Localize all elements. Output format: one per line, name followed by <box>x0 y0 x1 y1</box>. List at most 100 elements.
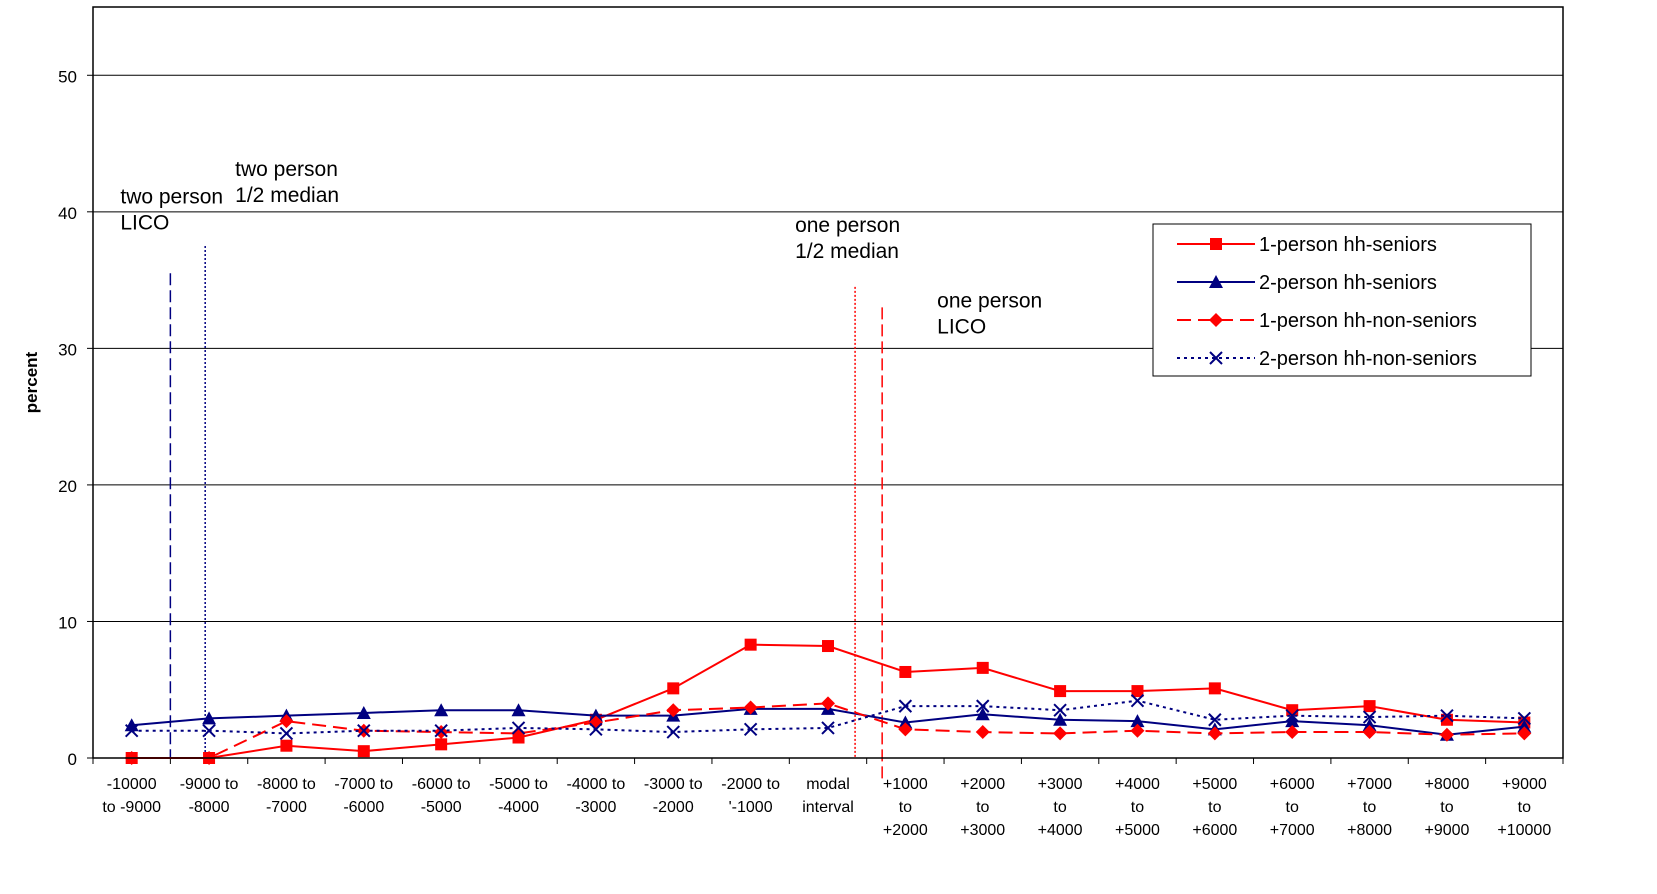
x-tick-label: -3000 to <box>644 776 703 793</box>
marker-triangle <box>356 705 371 719</box>
x-tick-label: -8000 <box>189 799 230 816</box>
x-tick-label: +9000 <box>1424 822 1469 839</box>
x-tick-label: interval <box>802 799 854 816</box>
marker-x <box>434 723 448 738</box>
marker-square <box>1363 700 1376 713</box>
marker-square <box>435 738 448 751</box>
marker-triangle <box>1130 714 1145 728</box>
marker-x <box>1362 710 1377 724</box>
marker-diamond <box>1285 725 1300 740</box>
marker-diamond <box>821 696 835 711</box>
x-tick-label: +3000 <box>960 822 1005 839</box>
x-tick-label: '-1000 <box>729 799 773 816</box>
marker-x <box>666 725 680 739</box>
x-tick-label: to <box>1440 799 1453 816</box>
y-tick-label: 10 <box>58 613 77 632</box>
marker-diamond <box>1439 727 1454 742</box>
marker-triangle <box>1285 714 1300 728</box>
y-tick-label: 0 <box>68 750 77 769</box>
legend: 1-person hh-seniors 2-person hh-seniors 1-… <box>1152 223 1532 377</box>
marker-x <box>743 722 758 737</box>
marker-diamond <box>1130 723 1145 738</box>
x-tick-label: to <box>1363 799 1376 816</box>
marker-triangle <box>898 715 913 729</box>
x-tick-label: +10000 <box>1497 822 1551 839</box>
marker-square <box>744 638 757 651</box>
x-tick-label: -2000 <box>653 799 694 816</box>
x-tick-label: to <box>1286 799 1299 816</box>
x-axis: -10000 to -9000 -9000 to -8000 -8000 to -7000… <box>92 758 1564 839</box>
x-tick-label: modal <box>806 776 850 793</box>
x-tick-label: +8000 <box>1347 822 1392 839</box>
marker-x <box>1209 351 1223 365</box>
x-tick-label: to <box>1053 799 1066 816</box>
x-tick-label: -4000 <box>498 799 539 816</box>
x-tick-label: +7000 <box>1347 776 1392 793</box>
marker-x <box>1053 703 1067 717</box>
annotation-label: one person <box>937 289 1042 312</box>
x-tick-label: -9000 to <box>180 776 239 793</box>
annotation-label: two person <box>235 158 338 181</box>
marker-x <box>279 726 294 741</box>
marker-square <box>357 745 370 758</box>
marker-x <box>1440 708 1454 723</box>
marker-x <box>1208 713 1222 727</box>
legend-label: 2-person hh-seniors <box>1259 272 1437 294</box>
marker-x <box>898 699 913 713</box>
x-tick-label: +9000 <box>1502 776 1547 793</box>
marker-square <box>976 661 989 674</box>
marker-x <box>589 722 603 737</box>
y-tick-label: 20 <box>58 477 77 496</box>
marker-x <box>1130 693 1145 708</box>
x-tick-label: +6000 <box>1270 776 1315 793</box>
annotation-label: one person <box>795 214 900 237</box>
x-tick-label: +5000 <box>1115 822 1160 839</box>
annotation-label: LICO <box>120 211 169 234</box>
x-tick-label: +8000 <box>1424 776 1469 793</box>
marker-x <box>124 723 139 738</box>
legend-label: 1-person hh-seniors <box>1259 234 1437 256</box>
marker-diamond <box>1517 726 1532 741</box>
annotations: two person LICO two person 1/2 median one pe… <box>120 158 1042 783</box>
x-tick-label: -7000 <box>266 799 307 816</box>
marker-diamond <box>743 700 758 715</box>
series-1 <box>125 638 1531 764</box>
annotation-label: two person <box>120 185 223 208</box>
marker-x <box>976 699 990 713</box>
marker-square <box>1210 238 1222 250</box>
x-tick-label: +1000 <box>883 776 928 793</box>
marker-triangle <box>1053 712 1068 726</box>
marker-diamond <box>975 725 990 740</box>
x-tick-label: to <box>1518 799 1531 816</box>
y-axis: 0 10 20 30 40 50 <box>58 67 93 769</box>
annotation-label: 1/2 median <box>795 240 899 263</box>
marker-triangle <box>434 703 449 717</box>
y-axis-label: percent <box>22 351 41 413</box>
marker-x <box>1517 711 1532 726</box>
x-tick-label: +2000 <box>883 822 928 839</box>
marker-square <box>822 640 834 653</box>
marker-square <box>667 682 680 695</box>
marker-square <box>1208 682 1221 695</box>
legend-label: 2-person hh-non-seniors <box>1259 348 1477 370</box>
x-tick-label: +7000 <box>1270 822 1315 839</box>
marker-x <box>357 723 371 738</box>
marker-triangle <box>1362 718 1377 732</box>
x-tick-label: -6000 <box>343 799 384 816</box>
marker-diamond <box>1053 726 1068 741</box>
marker-diamond <box>898 722 913 737</box>
y-tick-label: 30 <box>58 340 77 359</box>
x-tick-label: +3000 <box>1038 776 1083 793</box>
legend-label: 1-person hh-non-seniors <box>1259 310 1477 332</box>
x-tick-label: -4000 to <box>567 776 626 793</box>
marker-triangle <box>1517 719 1532 733</box>
marker-x <box>511 721 526 735</box>
marker-square <box>1131 685 1144 698</box>
y-tick-label: 40 <box>58 204 77 223</box>
annotation-label: 1/2 median <box>235 184 339 207</box>
x-tick-label: to <box>976 799 989 816</box>
x-tick-label: to <box>1131 799 1144 816</box>
x-tick-label: +6000 <box>1192 822 1237 839</box>
x-tick-label: to <box>899 799 912 816</box>
series-group <box>124 638 1532 765</box>
